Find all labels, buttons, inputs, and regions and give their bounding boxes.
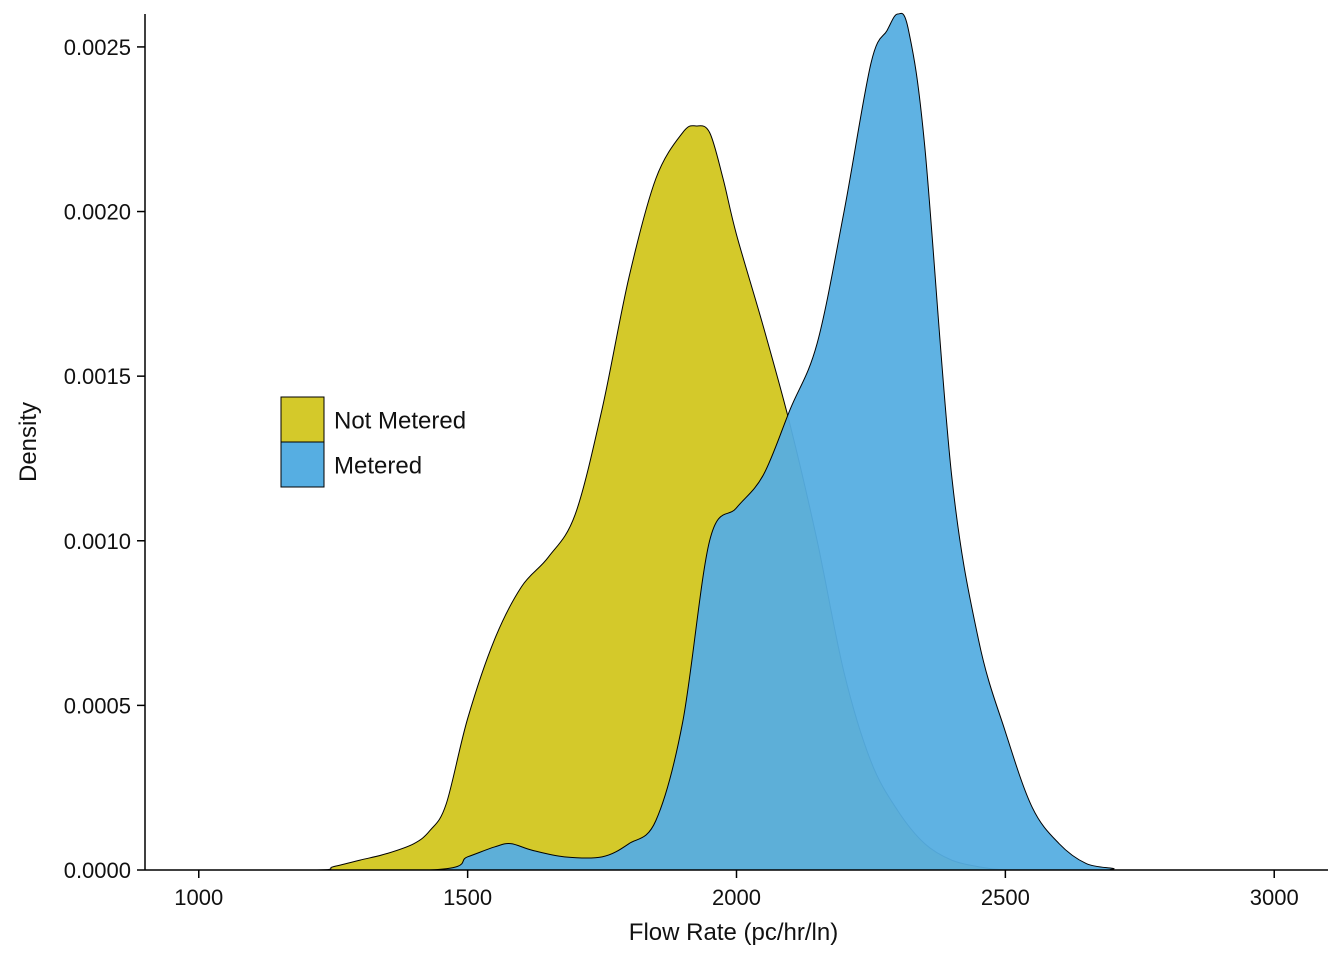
- x-tick-label: 1500: [443, 885, 492, 910]
- y-tick-label: 0.0000: [64, 858, 131, 883]
- x-tick-label: 2500: [981, 885, 1030, 910]
- density-areas: [198, 12, 1275, 871]
- y-axis-ticks: 0.0000 0.0005 0.0010 0.0015 0.0020 0.0025: [64, 35, 145, 883]
- legend-swatch-metered: [280, 441, 325, 488]
- x-tick-label: 1000: [174, 885, 223, 910]
- density-area-metered: [198, 12, 1275, 871]
- legend-label-not-metered: Not Metered: [334, 408, 466, 435]
- y-tick-label: 0.0010: [64, 529, 131, 554]
- y-tick-label: 0.0005: [64, 693, 131, 718]
- x-axis-ticks: 1000 1500 2000 2500 3000: [174, 870, 1299, 910]
- y-axis-title: Density: [15, 402, 42, 482]
- x-tick-label: 3000: [1250, 885, 1299, 910]
- x-tick-label: 2000: [712, 885, 761, 910]
- legend-label-metered: Metered: [334, 453, 422, 480]
- y-tick-label: 0.0025: [64, 35, 131, 60]
- legend-swatch-not-metered: [280, 396, 325, 443]
- x-axis-title: Flow Rate (pc/hr/ln): [629, 919, 838, 946]
- y-tick-label: 0.0020: [64, 200, 131, 225]
- legend: Not Metered Metered: [280, 396, 466, 488]
- y-tick-label: 0.0015: [64, 364, 131, 389]
